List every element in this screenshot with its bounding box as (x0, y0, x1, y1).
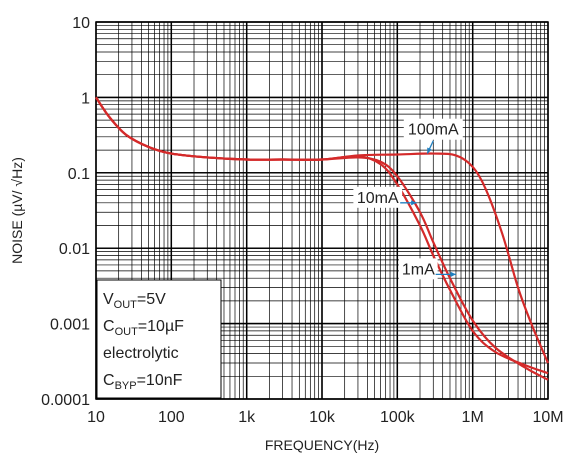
annotation-label: 1mA (402, 261, 435, 278)
annotations: 100mA 10mA 1mA (353, 118, 463, 280)
annotation-label-bg (403, 118, 463, 140)
annotation-100mA: 100mA (403, 118, 463, 154)
y-tick-label: 0.0001 (41, 392, 90, 409)
condition-line: VOUT=5V (103, 291, 166, 311)
conditions-box-bg (96, 279, 222, 399)
plot-frame (95, 21, 549, 400)
annotation-label: 10mA (357, 190, 399, 207)
series-layer (95, 96, 550, 381)
condition-line: COUT=10µF (103, 318, 184, 338)
x-tick-label: 10k (309, 409, 336, 426)
annotation-arrowhead (411, 200, 417, 206)
series-line-1mA (95, 96, 549, 381)
y-tick-label: 10 (72, 15, 90, 32)
annotation-arrowhead (427, 147, 432, 154)
x-tick-label: 100 (158, 409, 185, 426)
x-tick-label: 10 (87, 409, 105, 426)
annotation-label-bg (399, 258, 438, 280)
x-tick-label: 10M (532, 409, 563, 426)
y-tick-label: 0.1 (68, 166, 90, 183)
annotation-label: 100mA (408, 122, 459, 139)
annotation-arrowhead (450, 271, 456, 277)
tick-labels: 10 100 1k 10k 100k 1M 10M 10 1 0.1 0.01 0.001 0.0001 (41, 15, 564, 426)
annotation-10mA: 10mA (353, 186, 417, 208)
x-tick-label: 100k (380, 409, 416, 426)
condition-line: electrolytic (103, 345, 179, 362)
y-axis-title: NOISE (µV/ √Hz) (9, 157, 25, 264)
y-tick-label: 1 (81, 90, 90, 107)
conditions-box: VOUT=5V COUT=10µF electrolytic CBYP=10nF (96, 279, 222, 399)
x-tick-label: 1M (462, 409, 484, 426)
condition-line: CBYP=10nF (103, 372, 183, 392)
y-tick-label: 0.01 (59, 241, 90, 258)
annotation-label-bg (353, 186, 403, 208)
annotation-1mA: 1mA (399, 258, 456, 280)
x-tick-label: 1k (238, 409, 256, 426)
y-tick-label: 0.001 (50, 317, 90, 334)
x-axis-title: FREQUENCY(Hz) (265, 437, 379, 453)
